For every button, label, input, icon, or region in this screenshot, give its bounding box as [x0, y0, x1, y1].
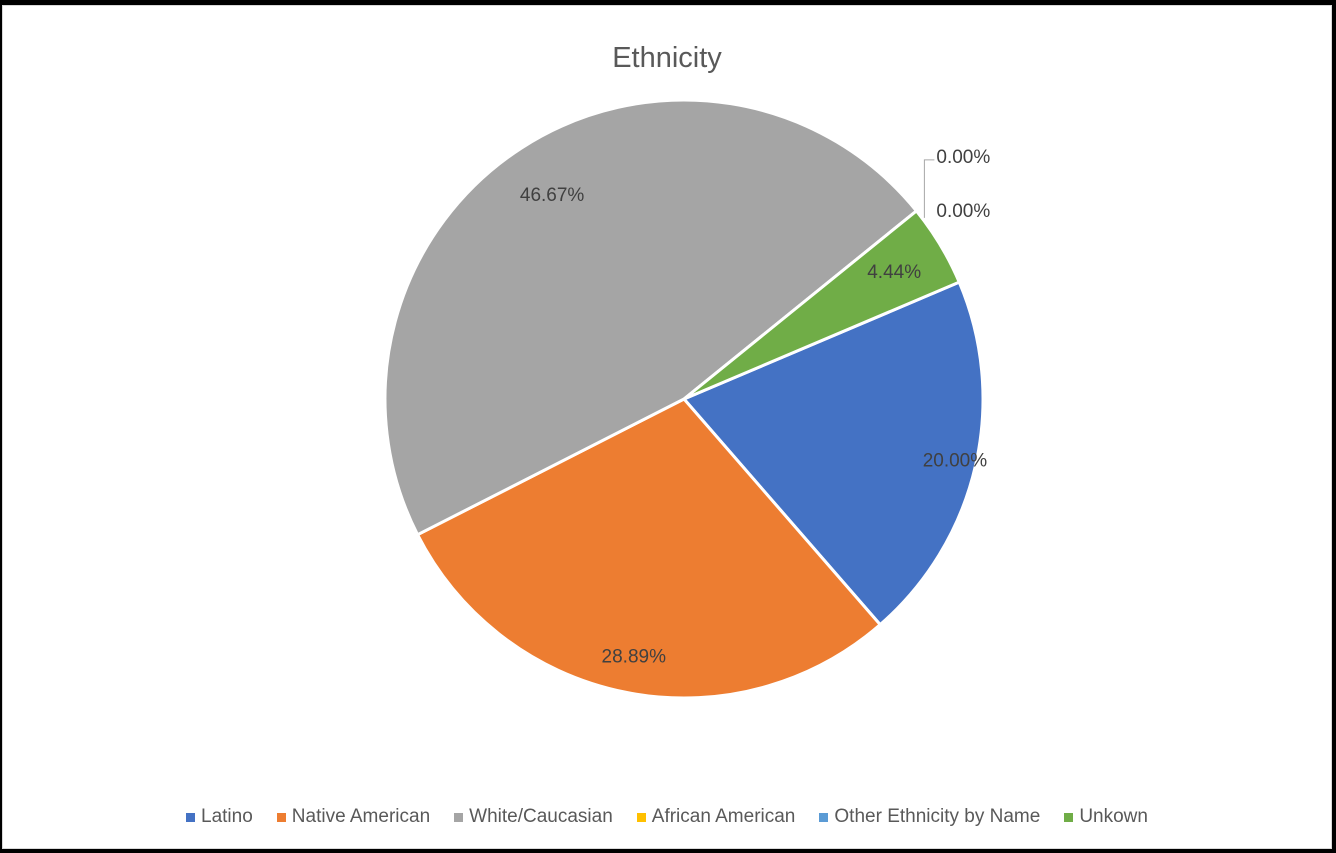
legend-item-other-ethnicity-by-name: Other Ethnicity by Name [819, 806, 1040, 828]
data-label-african-american: 0.00% [936, 147, 990, 168]
legend-swatch-other-ethnicity-by-name [819, 812, 829, 822]
legend-label-unkown: Unkown [1079, 806, 1148, 827]
legend-label-native-american: Native American [291, 806, 431, 827]
data-label-other-ethnicity-by-name: 0.00% [936, 201, 990, 222]
legend-swatch-white-caucasian [454, 812, 464, 822]
legend-item-african-american: African American [636, 806, 796, 828]
legend-item-white-caucasian: White/Caucasian [454, 806, 613, 828]
legend-item-unkown: Unkown [1064, 806, 1148, 828]
pie-slice-white-caucasian [383, 98, 918, 537]
legend-swatch-african-american [636, 812, 646, 822]
legend-swatch-latino [186, 812, 196, 822]
legend-label-latino: Latino [201, 806, 253, 827]
pie-slice-unkown [682, 209, 961, 401]
data-label-unkown: 4.44% [867, 262, 921, 283]
chart-legend: Latino Native American White/Caucasian Afri… [3, 806, 1331, 828]
data-label-native-american: 28.89% [602, 646, 667, 667]
legend-label-white-caucasian: White/Caucasian [469, 806, 613, 827]
legend-item-native-american: Native American [276, 806, 431, 828]
pie-slice-native-american [416, 397, 882, 700]
chart-area: Ethnicity 20.00% 28.89% 46.67% 4.44% 0.00% 0.… [2, 5, 1332, 849]
data-labels: 20.00% 28.89% 46.67% 4.44% 0.00% 0.00% [520, 147, 990, 667]
legend-item-latino: Latino [186, 806, 253, 828]
legend-label-other-ethnicity-by-name: Other Ethnicity by Name [834, 806, 1041, 827]
leader-lines [923, 159, 935, 218]
pie-slices [383, 98, 985, 700]
leader-line-african-american [923, 159, 935, 218]
pie-chart: 20.00% 28.89% 46.67% 4.44% 0.00% 0.00% [383, 98, 990, 700]
data-label-white-caucasian: 46.67% [520, 185, 585, 206]
data-label-latino: 20.00% [923, 451, 988, 472]
legend-swatch-unkown [1064, 812, 1074, 822]
legend-swatch-native-american [276, 812, 286, 822]
legend-label-african-american: African American [651, 806, 796, 827]
chart-title: Ethnicity [612, 42, 722, 74]
